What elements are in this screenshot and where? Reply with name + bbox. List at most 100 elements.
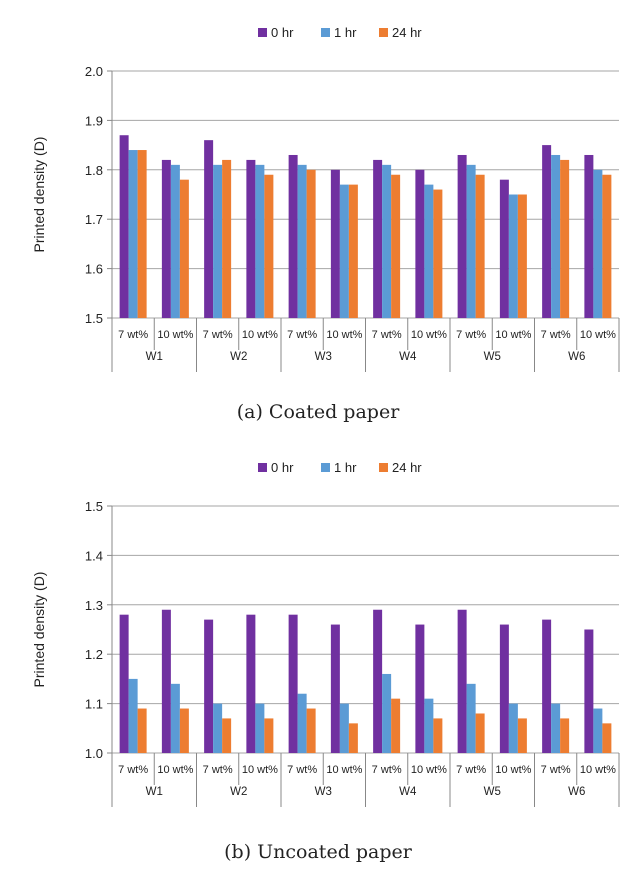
x-subcategory-label: 10 wt% — [157, 764, 193, 776]
bar-1-hr-1 — [170, 683, 180, 753]
bar-1-hr-6 — [382, 673, 392, 753]
x-group-label: W5 — [484, 786, 501, 798]
bar-0-hr-5 — [330, 169, 340, 318]
x-subcategory-label: 10 wt% — [495, 329, 531, 341]
x-subcategory-label: 7 wt% — [118, 764, 148, 776]
bar-1-hr-6 — [382, 164, 392, 318]
legend-label: 24 hr — [392, 25, 422, 40]
x-group-label: W6 — [568, 786, 585, 798]
legend-swatch-24-hr — [379, 463, 388, 472]
bar-0-hr-5 — [330, 624, 340, 753]
x-subcategory-label: 7 wt% — [118, 329, 148, 341]
x-group-label: W2 — [230, 351, 247, 363]
bar-0-hr-7 — [415, 624, 425, 753]
bar-1-hr-9 — [508, 703, 518, 753]
y-tick-label: 1.6 — [85, 262, 103, 277]
bar-0-hr-0 — [119, 614, 129, 753]
x-group-label: W1 — [146, 351, 163, 363]
legend-label: 0 hr — [271, 25, 294, 40]
legend-label: 1 hr — [334, 460, 357, 475]
bar-24-hr-2 — [222, 718, 232, 753]
x-group-label: W4 — [399, 351, 417, 363]
y-tick-label: 1.8 — [85, 163, 103, 178]
x-group-label: W1 — [146, 786, 163, 798]
bar-24-hr-6 — [391, 698, 401, 753]
legend-label: 0 hr — [271, 460, 294, 475]
bar-1-hr-8 — [466, 164, 476, 318]
bar-1-hr-2 — [213, 164, 223, 318]
bar-24-hr-0 — [137, 150, 147, 318]
chart-coated-paper: 0 hr 1 hr 24 hr 1.5 1.6 1.7 1.8 1.9 2.0 Printed d… — [0, 0, 637, 435]
y-axis-label: Printed density (D) — [31, 572, 47, 688]
legend-swatch-0-hr — [258, 463, 267, 472]
chart-uncoated-paper-svg: 0 hr 1 hr 24 hr 1.0 1.1 1.2 1.3 1.4 1.5 Printed d… — [31, 460, 620, 863]
bar-24-hr-5 — [348, 184, 358, 318]
bar-1-hr-3 — [255, 164, 265, 318]
x-subcategory-label: 10 wt% — [411, 329, 447, 341]
bar-1-hr-4 — [297, 164, 307, 318]
bar-0-hr-11 — [584, 629, 594, 753]
x-subcategory-label: 7 wt% — [372, 329, 402, 341]
x-group-label: W4 — [399, 786, 417, 798]
bar-24-hr-1 — [179, 708, 189, 753]
bar-24-hr-11 — [602, 174, 612, 318]
figure-caption: (b) Uncoated paper — [224, 841, 413, 863]
x-subcategory-label: 7 wt% — [541, 329, 571, 341]
y-tick-label: 1.9 — [85, 113, 103, 128]
bar-0-hr-3 — [246, 159, 256, 318]
x-group-label: W2 — [230, 786, 247, 798]
chart-coated-paper-svg: 0 hr 1 hr 24 hr 1.5 1.6 1.7 1.8 1.9 2.0 Printed d… — [31, 25, 620, 423]
y-tick-label: 1.5 — [85, 499, 103, 514]
bar-0-hr-1 — [161, 159, 171, 318]
legend-swatch-24-hr — [379, 28, 388, 37]
bar-1-hr-7 — [424, 184, 434, 318]
legend-swatch-1-hr — [321, 28, 330, 37]
bar-24-hr-10 — [560, 159, 570, 318]
y-axis-label: Printed density (D) — [31, 137, 47, 253]
bar-24-hr-9 — [517, 194, 527, 318]
y-tick-label: 1.7 — [85, 212, 103, 227]
chart-uncoated-paper: 0 hr 1 hr 24 hr 1.0 1.1 1.2 1.3 1.4 1.5 Printed d… — [0, 435, 637, 877]
x-subcategory-label: 10 wt% — [326, 764, 362, 776]
figure-caption: (a) Coated paper — [237, 401, 400, 423]
x-subcategory-label: 10 wt% — [326, 329, 362, 341]
bar-0-hr-8 — [457, 609, 467, 753]
x-subcategory-label: 10 wt% — [411, 764, 447, 776]
bar-0-hr-9 — [499, 624, 509, 753]
bar-24-hr-11 — [602, 723, 612, 753]
x-subcategory-label: 10 wt% — [242, 764, 278, 776]
bar-0-hr-7 — [415, 169, 425, 318]
bar-1-hr-10 — [551, 154, 561, 318]
bar-24-hr-0 — [137, 708, 147, 753]
legend-label: 24 hr — [392, 460, 422, 475]
bar-24-hr-7 — [433, 718, 443, 753]
x-subcategory-label: 10 wt% — [495, 764, 531, 776]
x-subcategory-label: 7 wt% — [287, 764, 317, 776]
bar-1-hr-9 — [508, 194, 518, 318]
legend-swatch-0-hr — [258, 28, 267, 37]
y-tick-label: 2.0 — [85, 64, 103, 79]
bar-1-hr-3 — [255, 703, 265, 753]
bar-0-hr-4 — [288, 154, 298, 318]
x-subcategory-label: 7 wt% — [203, 764, 233, 776]
x-group-label: W6 — [568, 351, 585, 363]
bar-24-hr-7 — [433, 189, 443, 318]
x-subcategory-label: 10 wt% — [242, 329, 278, 341]
y-tick-label: 1.4 — [85, 548, 103, 563]
bar-24-hr-8 — [475, 713, 485, 753]
x-subcategory-label: 7 wt% — [456, 329, 486, 341]
bar-0-hr-9 — [499, 179, 509, 318]
bar-0-hr-1 — [161, 609, 171, 753]
x-subcategory-label: 7 wt% — [541, 764, 571, 776]
bar-0-hr-8 — [457, 154, 467, 318]
x-group-label: W3 — [315, 351, 332, 363]
y-tick-label: 1.1 — [85, 697, 103, 712]
bar-0-hr-0 — [119, 135, 129, 318]
y-tick-label: 1.3 — [85, 598, 103, 613]
bar-1-hr-5 — [339, 703, 349, 753]
bar-1-hr-0 — [128, 150, 138, 318]
bar-24-hr-8 — [475, 174, 485, 318]
bar-0-hr-6 — [373, 159, 383, 318]
bar-24-hr-4 — [306, 708, 316, 753]
legend-swatch-1-hr — [321, 463, 330, 472]
